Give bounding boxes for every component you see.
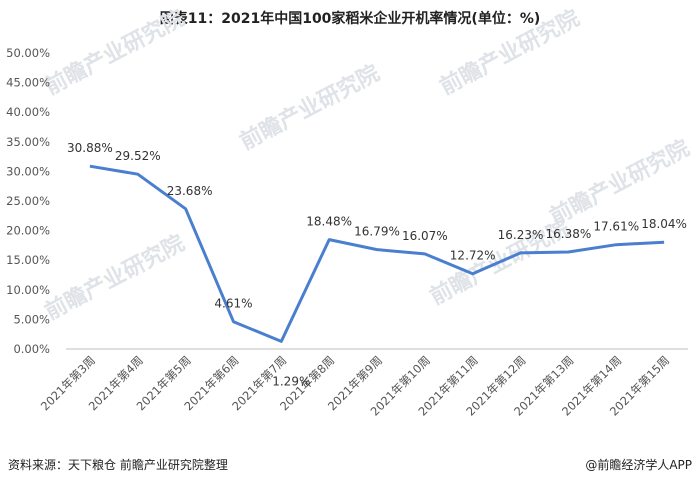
y-tick-label: 45.00% (6, 76, 50, 90)
data-label: 16.23% (498, 228, 544, 242)
watermark-text: 前瞻产业研究院 (236, 60, 384, 155)
data-label: 4.61% (214, 297, 252, 311)
series-line (89, 164, 665, 343)
y-tick-label: 35.00% (6, 135, 50, 149)
data-labels: 30.88%29.52% 23.68% 4.61% 1.29% 18.48%16.79%… (67, 141, 687, 388)
y-tick-label: 25.00% (6, 194, 50, 208)
y-tick-label: 5.00% (13, 312, 50, 326)
watermark-layer: 前瞻产业研究院前瞻产业研究院前瞻产业研究院前瞻产业研究院前瞻产业研究院前瞻产业研… (41, 5, 694, 325)
y-tick-label: 40.00% (6, 105, 50, 119)
source-note: 资料来源：天下粮仓 前瞻产业研究院整理 (8, 458, 228, 472)
x-axis-ticks: 2021年第3周2021年第4周2021年第5周2021年第6周2021年第7周… (38, 353, 672, 418)
watermark-text: 前瞻产业研究院 (41, 230, 189, 325)
data-label: 16.79% (354, 225, 400, 239)
watermark-text: 前瞻产业研究院 (41, 5, 189, 100)
y-tick-label: 30.00% (6, 164, 50, 178)
data-label: 16.38% (546, 227, 592, 241)
watermark-text: 前瞻产业研究院 (436, 5, 584, 100)
chart-title: 图表11：2021年中国100家稻米企业开机率情况(单位：%) (159, 11, 541, 27)
data-label: 12.72% (450, 249, 496, 263)
data-label: 1.29% (272, 374, 310, 388)
data-label: 17.61% (593, 220, 639, 234)
y-axis-ticks: 0.00% 5.00% 10.00% 15.00% 20.00% 25.00% 30.00%… (6, 46, 50, 356)
watermark-text: 前瞻产业研究院 (546, 135, 694, 230)
y-tick-label: 20.00% (6, 224, 50, 238)
y-tick-label: 0.00% (13, 342, 50, 356)
y-tick-label: 10.00% (6, 283, 50, 297)
data-label: 18.48% (306, 215, 352, 229)
brand-credit: @前瞻经济学人APP (585, 458, 692, 472)
data-label: 16.07% (402, 229, 448, 243)
y-tick-label: 50.00% (6, 46, 50, 60)
y-tick-label: 15.00% (6, 253, 50, 267)
data-label: 29.52% (115, 149, 161, 163)
data-label: 23.68% (167, 184, 213, 198)
data-label: 30.88% (67, 141, 113, 155)
data-label: 18.04% (641, 217, 687, 231)
